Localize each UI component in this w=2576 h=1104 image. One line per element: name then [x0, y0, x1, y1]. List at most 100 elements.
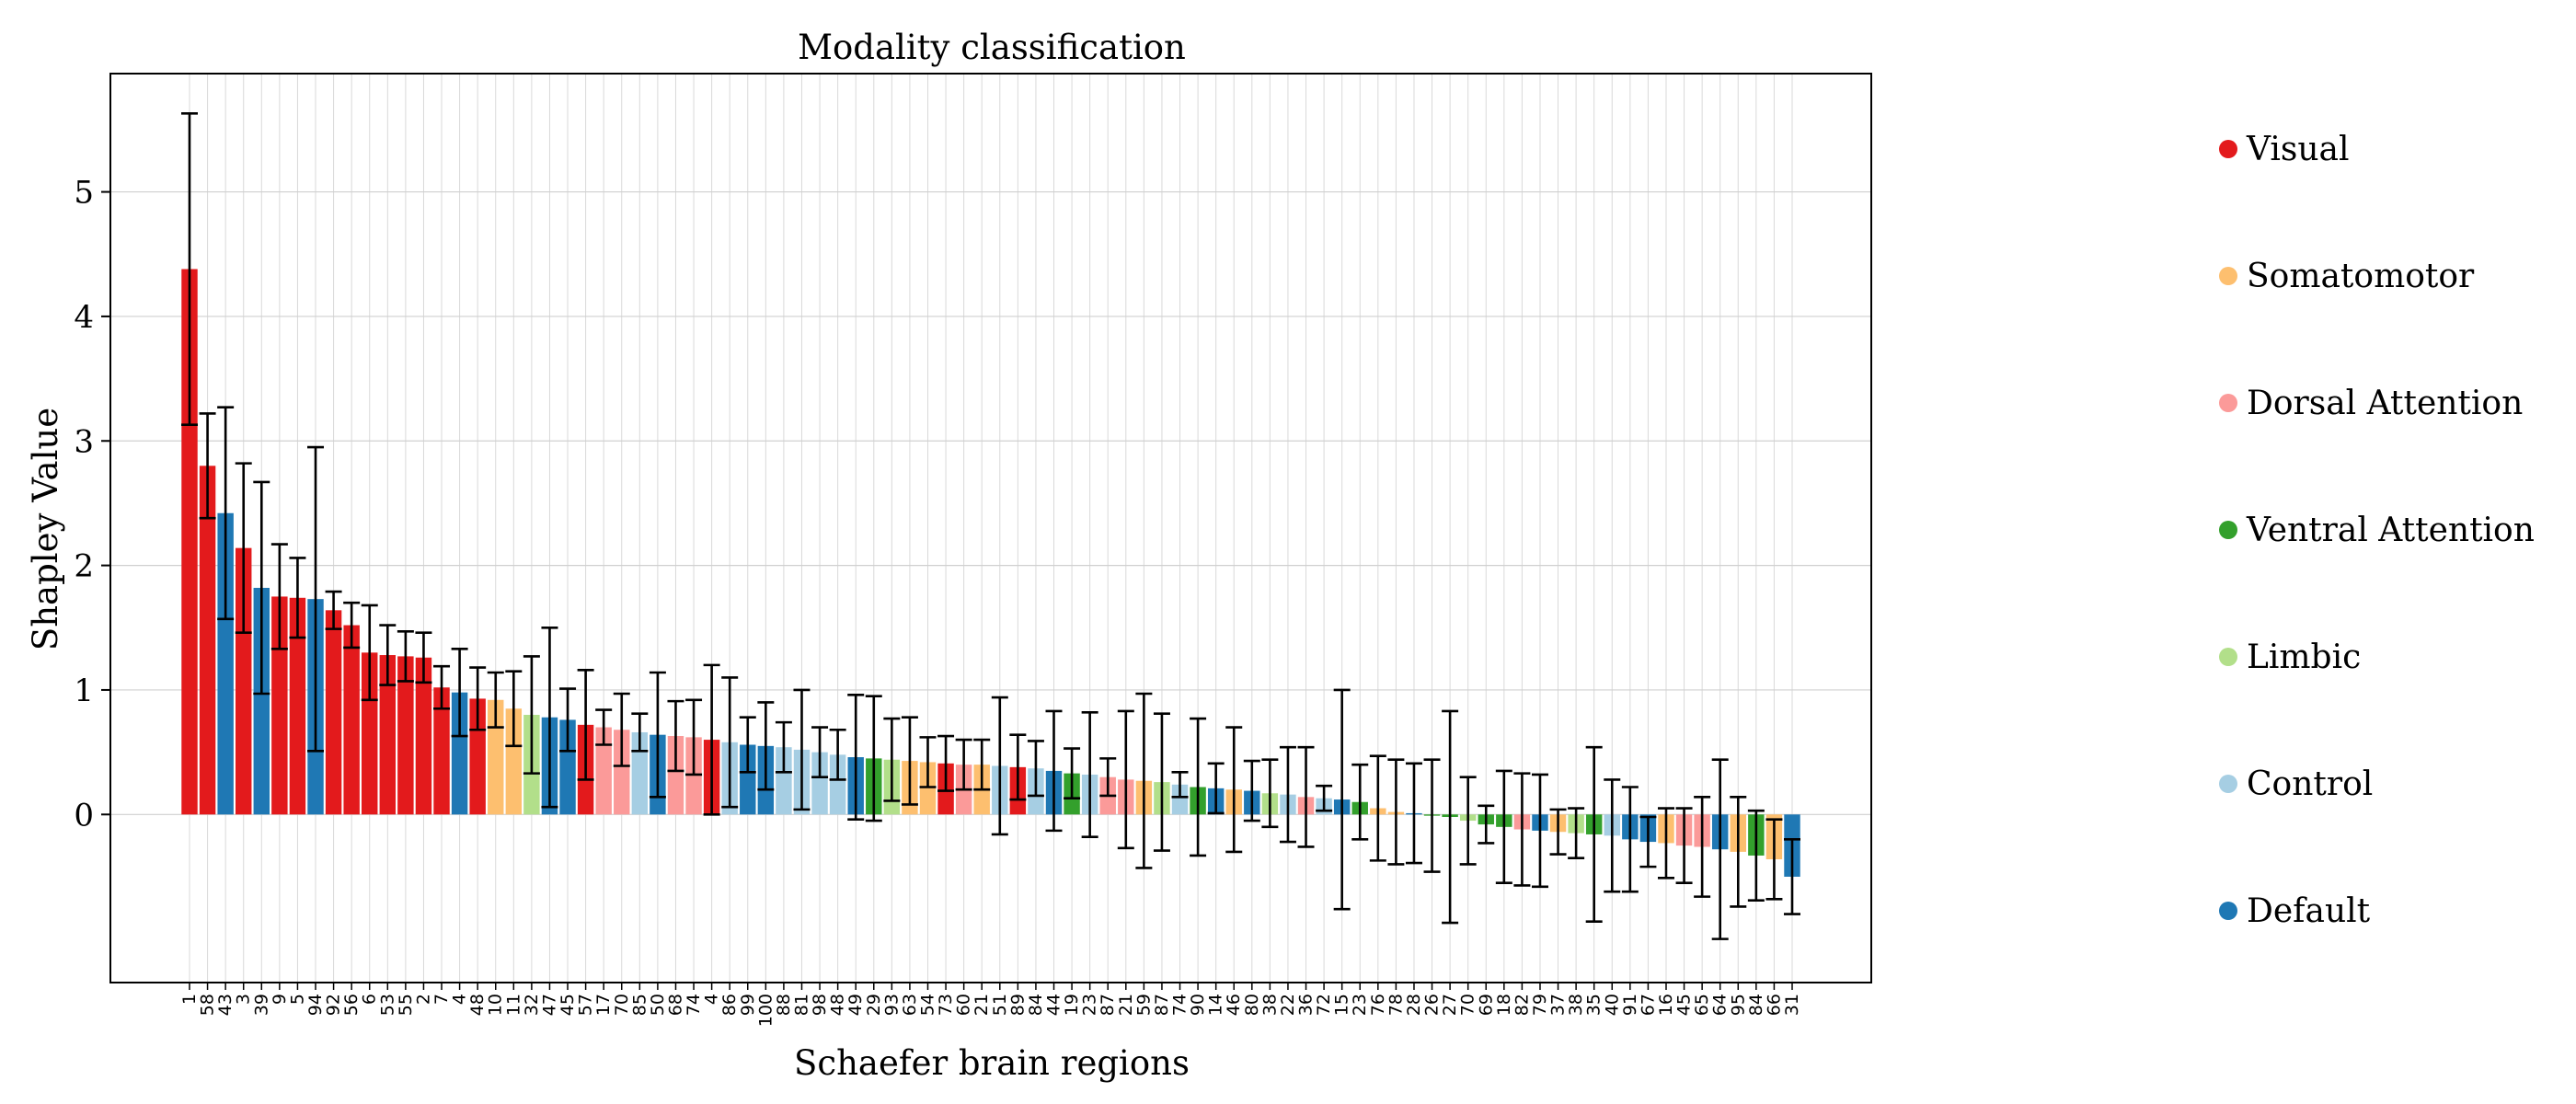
x-tick-label: 23	[1350, 994, 1370, 1016]
bar	[919, 762, 937, 815]
bar	[740, 744, 756, 815]
y-tick-label: 4	[74, 299, 94, 336]
legend-label: Somatomotor	[2247, 258, 2475, 295]
bar	[289, 597, 306, 815]
bar	[595, 727, 612, 815]
legend-label: Control	[2247, 765, 2373, 803]
x-tick-label: 48	[828, 994, 848, 1016]
bar	[776, 747, 792, 815]
x-tick-label: 88	[774, 994, 794, 1016]
x-tick-label: 10	[486, 994, 506, 1016]
x-tick-label: 21	[972, 994, 992, 1016]
bar	[343, 625, 360, 815]
x-tick-label: 37	[1548, 994, 1569, 1016]
x-tick-label: 7	[431, 994, 452, 1005]
x-tick-label: 49	[845, 994, 866, 1016]
y-tick-label: 5	[74, 175, 94, 212]
x-tick-label: 82	[1512, 994, 1532, 1016]
x-tick-label: 91	[1620, 994, 1640, 1016]
circle-marker-icon	[2219, 521, 2237, 539]
bar	[271, 596, 288, 815]
x-tick-label: 23	[1080, 994, 1100, 1016]
x-tick-label: 56	[341, 994, 362, 1016]
x-tick-label: 70	[612, 994, 632, 1016]
bar	[1171, 784, 1189, 815]
x-tick-label: 19	[1062, 994, 1082, 1016]
legend-item: Dorsal Attention	[2219, 385, 2523, 422]
chart-title: Modality classification	[798, 28, 1186, 67]
y-tick-label: 0	[74, 797, 94, 834]
bar	[199, 466, 216, 815]
x-tick-label: 81	[791, 994, 811, 1016]
x-tick-label: 76	[1368, 994, 1388, 1016]
bar	[469, 698, 486, 815]
x-tick-label: 53	[377, 994, 397, 1016]
x-tick-label: 32	[522, 994, 542, 1016]
x-tick-label: 35	[1584, 994, 1604, 1016]
x-tick-label: 3	[234, 994, 254, 1005]
x-tick-label: 40	[1602, 994, 1622, 1016]
bar	[505, 708, 523, 815]
x-tick-label: 87	[1152, 994, 1172, 1016]
error-bars	[181, 112, 1800, 940]
x-tick-label: 4	[450, 994, 470, 1005]
x-tick-label: 95	[1728, 994, 1748, 1016]
x-tick-label: 15	[1332, 994, 1352, 1016]
x-tick-label: 22	[1278, 994, 1298, 1016]
x-tick-label: 100	[755, 994, 776, 1027]
bar	[397, 656, 414, 815]
legend-item: Ventral Attention	[2219, 512, 2535, 549]
x-tick-label: 90	[1188, 994, 1208, 1016]
x-tick-label: 29	[864, 994, 884, 1016]
x-tick-label: 39	[251, 994, 271, 1016]
legend-label: Ventral Attention	[2246, 512, 2535, 549]
x-tick-label: 5	[287, 994, 307, 1005]
x-tick-label: 78	[1386, 994, 1406, 1016]
x-tick-label: 65	[1692, 994, 1712, 1016]
x-tick-label: 44	[1044, 994, 1064, 1016]
x-tick-label: 17	[593, 994, 614, 1016]
x-tick-label: 85	[629, 994, 650, 1016]
bar	[559, 719, 576, 815]
x-tick-label: 47	[539, 994, 559, 1016]
bar	[614, 730, 630, 815]
y-tick-label: 2	[74, 548, 94, 585]
bar	[433, 687, 450, 815]
circle-marker-icon	[2219, 140, 2237, 158]
bar	[235, 547, 252, 815]
y-axis-ticks: 0 1 2 3 4 5	[74, 175, 110, 834]
x-tick-label: 50	[648, 994, 668, 1016]
circle-marker-icon	[2219, 902, 2237, 920]
x-tick-label: 57	[576, 994, 596, 1016]
circle-marker-icon	[2219, 267, 2237, 285]
x-tick-label: 51	[990, 994, 1010, 1016]
x-axis-ticks: 1584333995949256653552744810113247455717…	[179, 983, 1802, 1027]
bar	[415, 657, 432, 815]
x-tick-label: 1	[179, 994, 200, 1005]
x-tick-label: 36	[1296, 994, 1317, 1016]
x-tick-label: 38	[1566, 994, 1586, 1016]
x-tick-label: 64	[1710, 994, 1731, 1016]
x-tick-label: 14	[1206, 994, 1226, 1016]
bar	[667, 736, 684, 815]
legend-item: Control	[2219, 765, 2373, 803]
legend: Visual Somatomotor Dorsal Attention Ventral…	[2219, 131, 2535, 930]
bar	[631, 731, 649, 815]
circle-marker-icon	[2219, 775, 2237, 793]
bar	[217, 512, 234, 815]
x-tick-label: 79	[1530, 994, 1550, 1016]
x-tick-label: 94	[305, 994, 326, 1016]
x-tick-label: 87	[1098, 994, 1118, 1016]
bar	[325, 610, 342, 815]
x-tick-label: 18	[1494, 994, 1514, 1016]
x-tick-label: 9	[270, 994, 290, 1005]
legend-item: Visual	[2219, 131, 2350, 168]
x-tick-label: 31	[1782, 994, 1802, 1016]
x-tick-label: 80	[1242, 994, 1262, 1016]
x-tick-label: 43	[215, 994, 236, 1016]
bar	[181, 269, 198, 815]
x-tick-label: 4	[702, 994, 722, 1005]
x-tick-label: 38	[1259, 994, 1280, 1016]
x-tick-label: 16	[1656, 994, 1676, 1016]
